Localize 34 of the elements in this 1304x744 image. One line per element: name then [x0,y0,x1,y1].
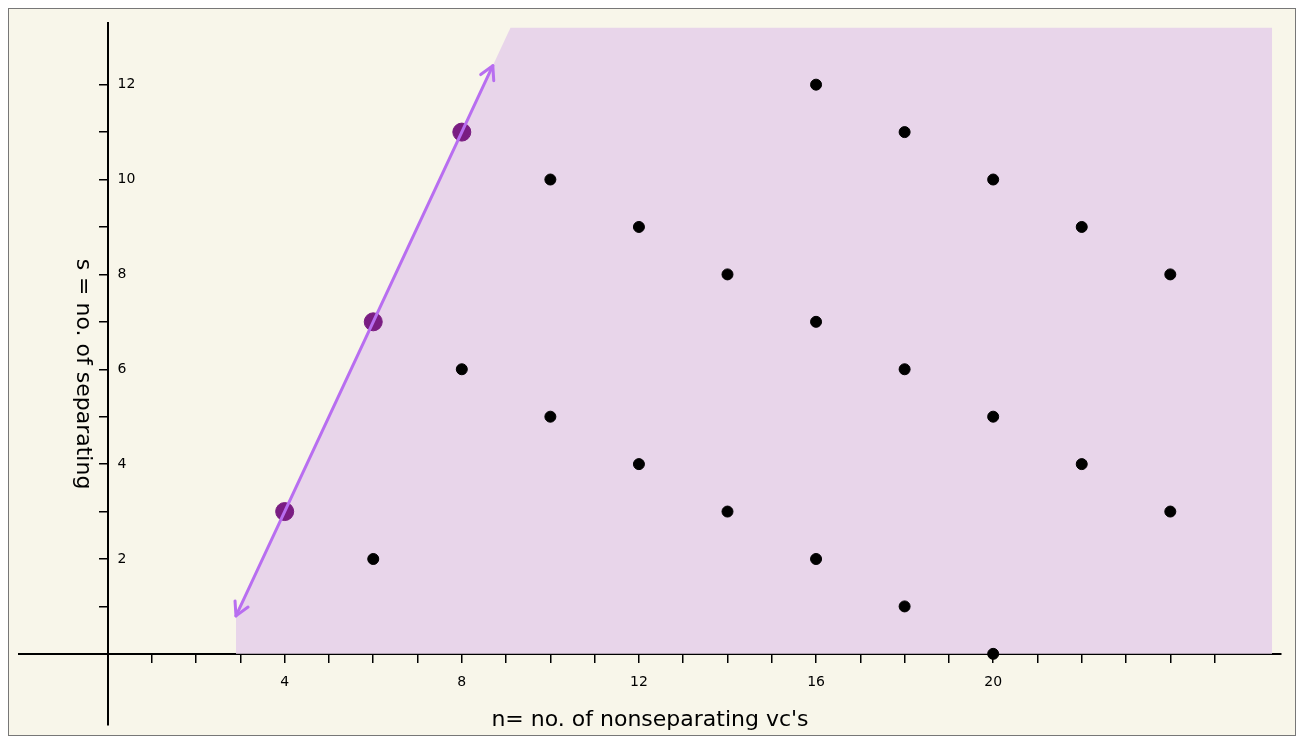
point [632,220,645,233]
point [810,315,823,328]
x-tick-label: 16 [807,672,826,689]
point [898,363,911,376]
x-tick-label: 8 [457,672,467,689]
point [632,458,645,471]
point [544,173,557,186]
y-tick-label: 10 [117,170,136,187]
point [987,647,1000,660]
point [367,552,380,565]
point [810,552,823,565]
point [898,600,911,613]
y-tick-label: 12 [117,75,136,92]
y-tick-label: 2 [117,549,127,566]
point [1164,268,1177,281]
point [544,410,557,423]
point [987,410,1000,423]
point [455,363,468,376]
y-tick-label: 8 [117,265,127,282]
y-axis-title: s = no. of separating [71,258,97,490]
y-tick-label: 6 [117,359,127,376]
point [810,78,823,91]
point [721,268,734,281]
point [1164,505,1177,518]
x-axis-title: n= no. of nonseparating vc's [491,705,809,731]
point [1075,220,1088,233]
y-tick-label: 4 [117,454,127,471]
point [721,505,734,518]
point [898,126,911,139]
point [987,173,1000,186]
point [1075,458,1088,471]
x-tick-label: 12 [630,672,648,689]
x-tick-label: 4 [280,672,290,689]
x-tick-label: 20 [984,672,1003,689]
